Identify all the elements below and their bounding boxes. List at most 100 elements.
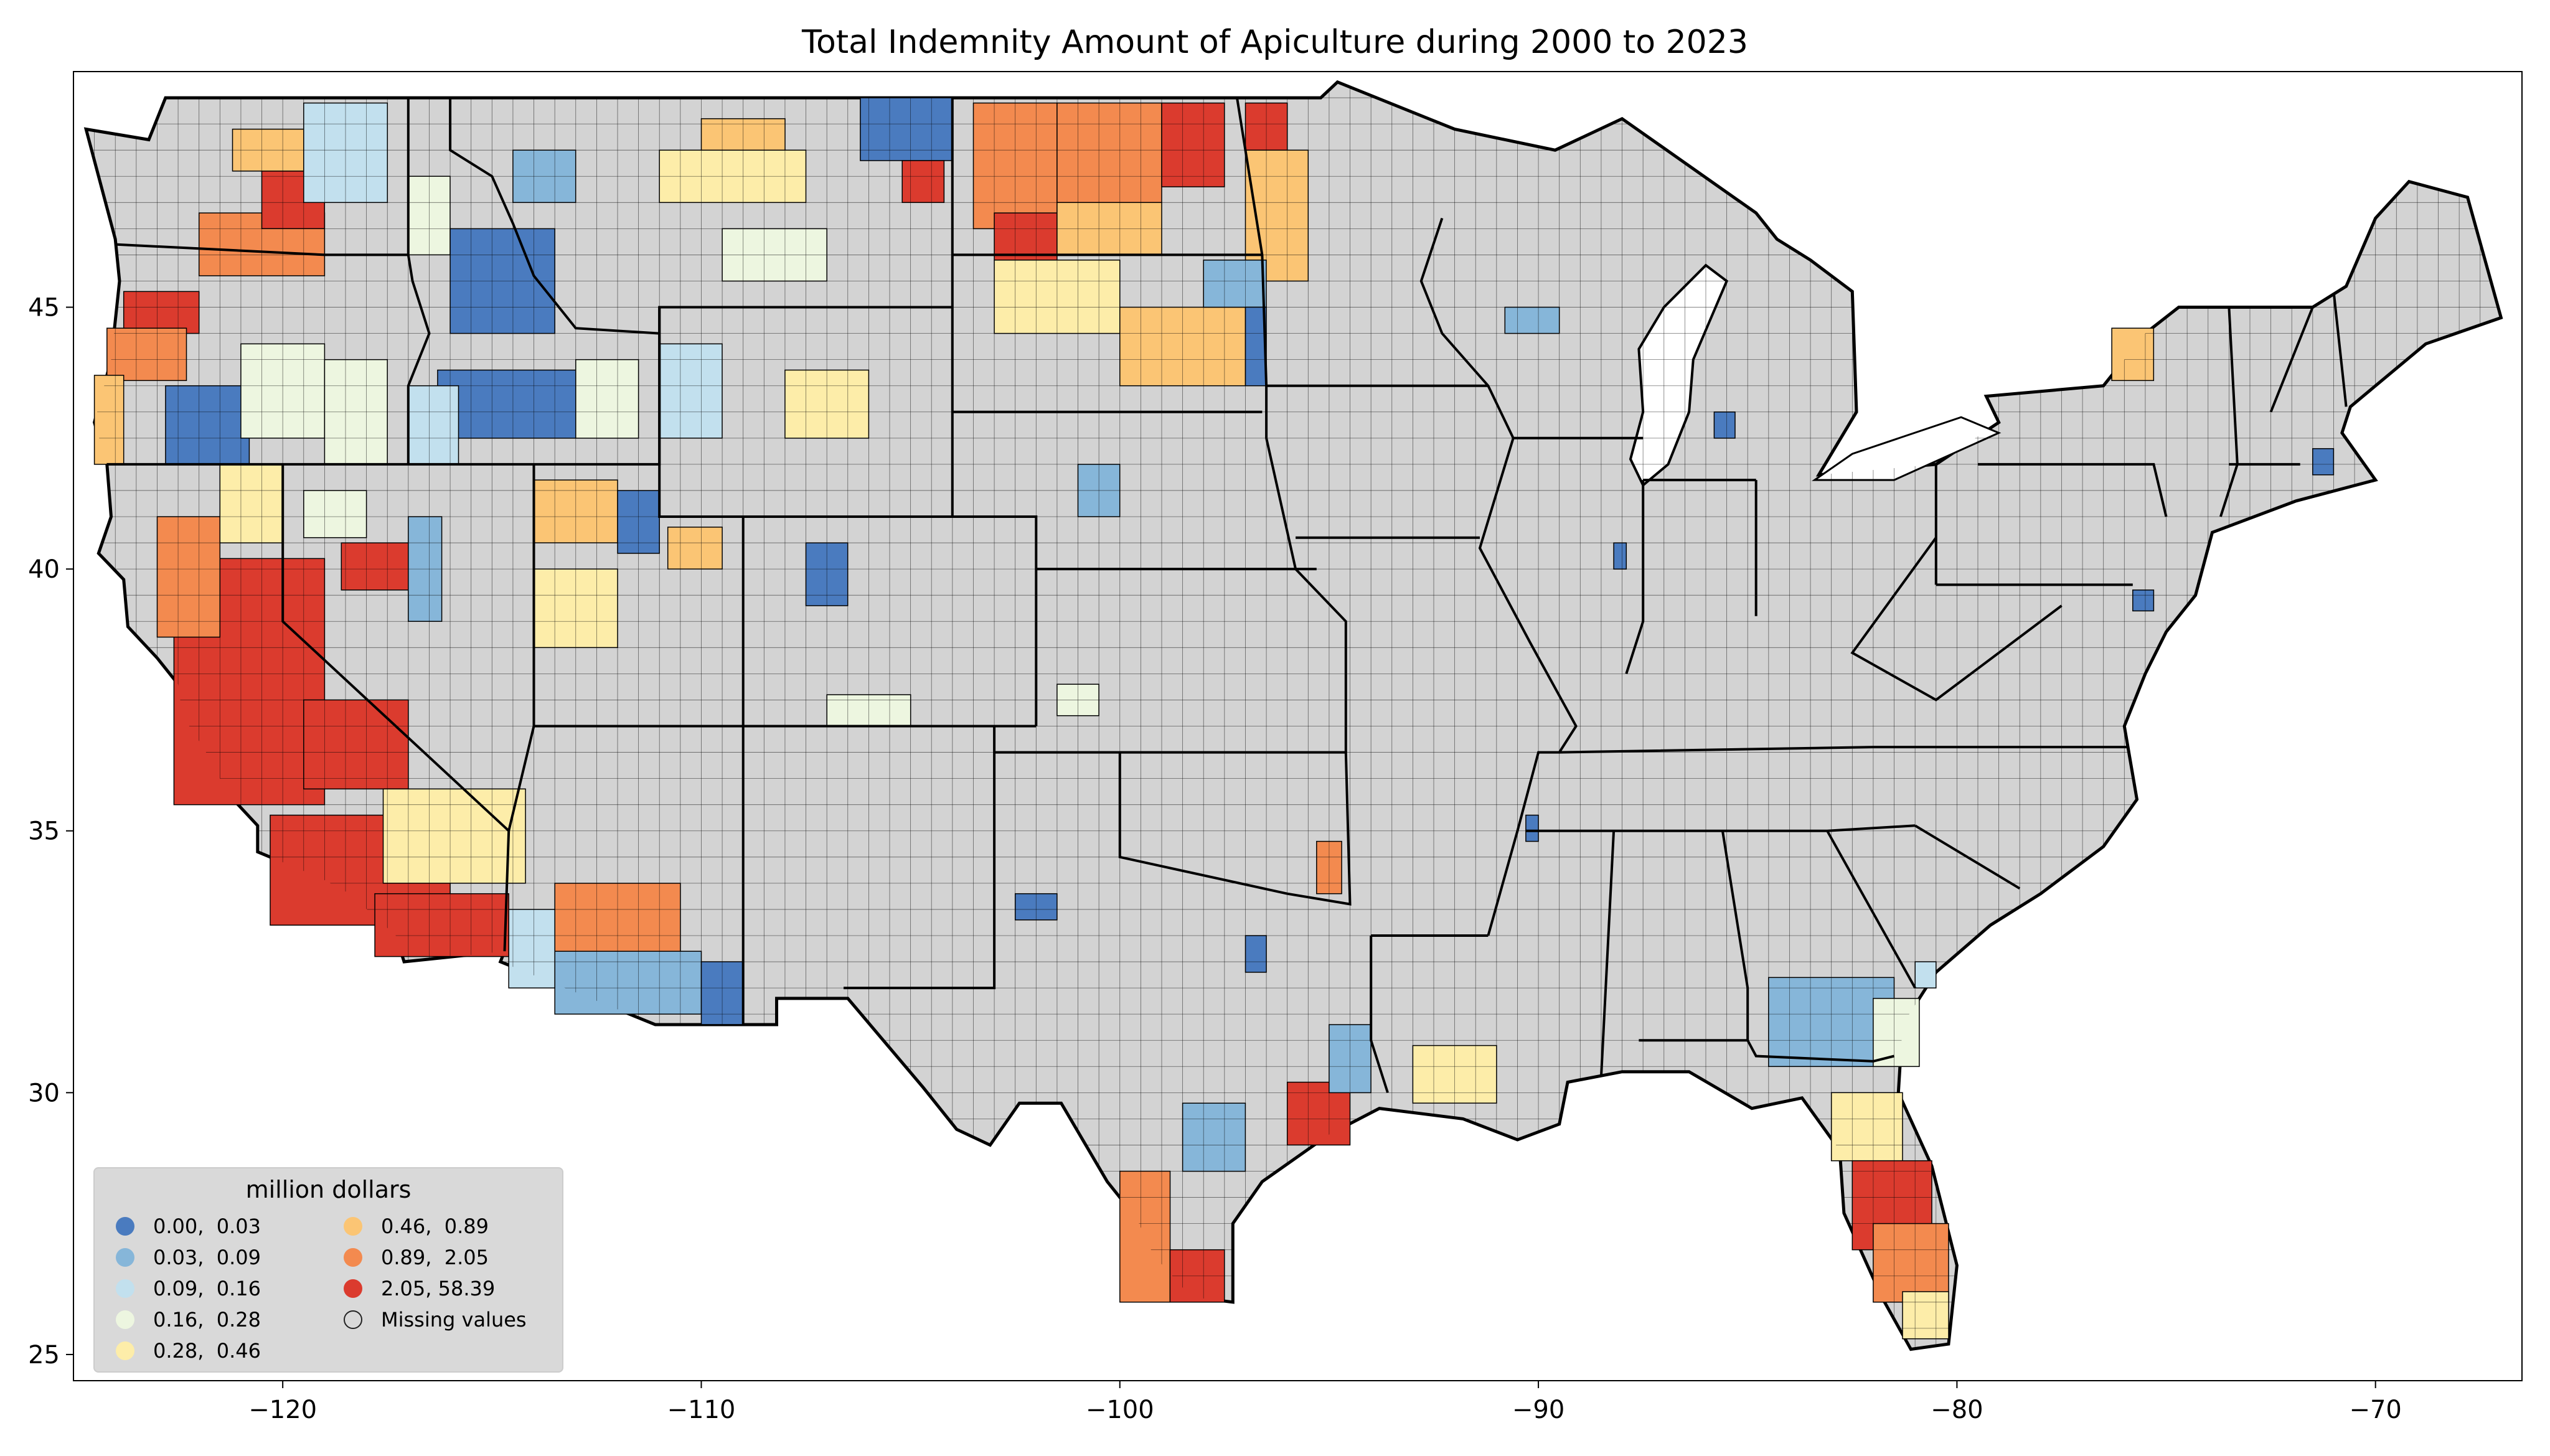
state-border	[1746, 1040, 1894, 1063]
legend-label: 2.05, 58.39	[381, 1277, 496, 1300]
county-region	[1203, 260, 1267, 308]
legend-label: 0.46, 0.89	[381, 1214, 489, 1238]
county-region	[667, 527, 723, 570]
county-region	[437, 369, 576, 439]
county-region	[382, 788, 526, 884]
state-border	[1826, 830, 1916, 989]
state-border	[2269, 306, 2314, 413]
county-region	[901, 160, 945, 204]
county-region	[1613, 542, 1627, 570]
county-region	[1902, 1291, 1949, 1340]
legend-swatch	[116, 1279, 134, 1298]
county-region	[1873, 1223, 1949, 1303]
legend-item: 0.16, 0.28	[116, 1304, 261, 1335]
y-tick-label: 30	[28, 1079, 60, 1107]
legend-item: 0.46, 0.89	[344, 1211, 489, 1242]
legend-swatch	[116, 1248, 134, 1267]
county-region	[123, 291, 200, 334]
state-border	[1639, 830, 1749, 1042]
county-region	[303, 699, 409, 790]
state-border	[115, 243, 408, 256]
state-border	[2332, 291, 2348, 407]
county-region	[1056, 102, 1162, 204]
county-region	[1525, 814, 1539, 842]
county-region	[219, 464, 283, 543]
state-border	[951, 98, 1038, 726]
chart-title: Total Indemnity Amount of Apiculture dur…	[802, 24, 1748, 61]
county-region	[341, 542, 409, 591]
legend-label: Missing values	[381, 1308, 527, 1332]
county-region	[1182, 1102, 1246, 1172]
legend-label: 0.28, 0.46	[153, 1339, 261, 1363]
lake-erie	[1812, 416, 2002, 481]
county-region	[1504, 306, 1560, 334]
state-border	[658, 307, 745, 1025]
legend-label: 0.89, 2.05	[381, 1246, 489, 1269]
county-region	[860, 97, 953, 161]
county-region	[2111, 327, 2155, 382]
state-border	[1370, 936, 1389, 1093]
state-border	[844, 726, 996, 990]
legend-swatch	[116, 1310, 134, 1329]
legend-item: Missing values	[344, 1304, 527, 1335]
legend-swatch	[116, 1341, 134, 1360]
legend-swatch	[344, 1217, 362, 1236]
legend: million dollars 0.00, 0.03 0.03, 0.09 0.…	[93, 1167, 563, 1373]
x-tick-label: −70	[2349, 1396, 2401, 1424]
state-border	[1599, 830, 1616, 1078]
county-region	[1914, 961, 1937, 989]
y-axis: 25 30 35 40 45	[28, 294, 73, 1369]
county-region	[106, 327, 187, 382]
county-region	[1119, 1170, 1171, 1303]
state-border	[449, 98, 660, 335]
legend-item: 0.28, 0.46	[116, 1335, 261, 1366]
county-region	[994, 212, 1058, 261]
state-borders	[103, 97, 2348, 1093]
plot-frame	[73, 71, 2523, 1381]
state-border	[281, 464, 510, 832]
state-border	[1850, 537, 2063, 702]
state-border	[1978, 463, 2168, 517]
county-region	[374, 893, 509, 957]
county-region	[1244, 935, 1267, 973]
legend-item: 0.89, 2.05	[344, 1242, 489, 1273]
x-tick-label: −90	[1512, 1396, 1564, 1424]
legend-label: 0.16, 0.28	[153, 1308, 261, 1332]
legend-swatch	[116, 1217, 134, 1236]
legend-title: million dollars	[245, 1176, 412, 1203]
county-region	[554, 951, 702, 1015]
y-tick-label: 45	[28, 294, 60, 322]
county-region	[575, 359, 639, 439]
x-tick-label: −100	[1086, 1396, 1154, 1424]
state-border	[503, 464, 535, 952]
legend-swatch-missing	[344, 1310, 362, 1329]
legend-swatch	[344, 1248, 362, 1267]
county-region	[2312, 448, 2335, 476]
state-border	[1625, 480, 1645, 675]
county-region	[1161, 102, 1225, 187]
county-region	[165, 385, 250, 465]
x-axis: −120 −110 −100 −90 −80 −70	[248, 1381, 2402, 1424]
x-tick-label: −80	[1931, 1396, 1983, 1424]
county-region	[2132, 589, 2155, 612]
legend-swatch	[344, 1279, 362, 1298]
county-region	[1873, 998, 1920, 1068]
legend-label: 0.09, 0.16	[153, 1277, 261, 1300]
county-region	[156, 516, 221, 638]
state-border	[994, 751, 1352, 906]
state-border	[407, 98, 431, 464]
legend-item: 0.03, 0.09	[116, 1242, 261, 1273]
county-region	[408, 385, 459, 465]
county-region	[659, 343, 723, 439]
county-region	[1713, 411, 1736, 439]
x-tick-label: −110	[667, 1396, 736, 1424]
state-border	[1914, 824, 2021, 890]
state-border	[1559, 746, 2129, 754]
legend-label: 0.03, 0.09	[153, 1246, 261, 1269]
county-region	[303, 490, 367, 538]
county-region	[508, 909, 555, 989]
x-tick-label: −120	[248, 1396, 317, 1424]
state-border	[1236, 97, 1347, 753]
legend-item: 0.09, 0.16	[116, 1273, 261, 1304]
